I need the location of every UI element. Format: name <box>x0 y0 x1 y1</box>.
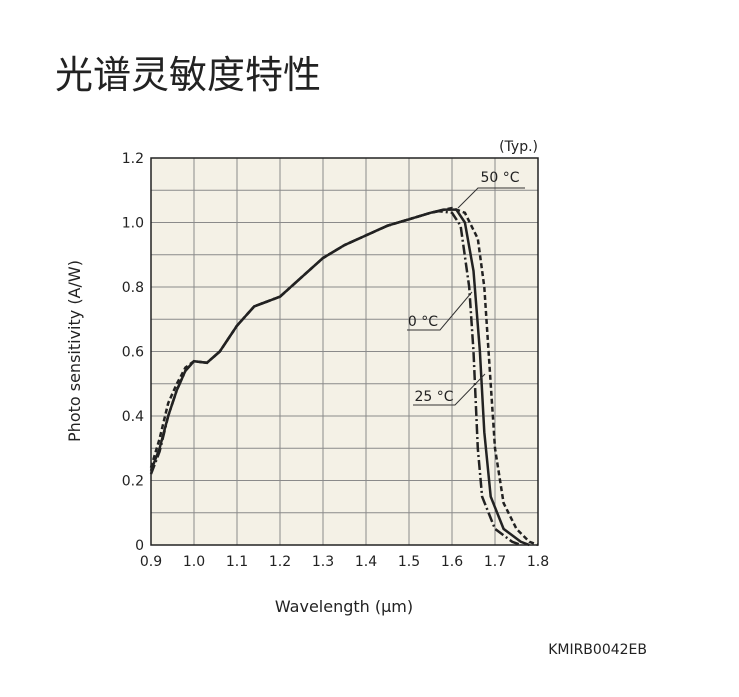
typ-note: (Typ.) <box>499 139 538 155</box>
annotation-leaders <box>407 187 525 406</box>
y-axis-label: Photo sensitivity (A/W) <box>65 260 84 442</box>
annotation-50c: 50 °C <box>480 170 519 186</box>
annotation-0c: 0 °C <box>408 314 438 330</box>
y-tick-label: 1.2 <box>122 151 144 167</box>
x-tick-label: 1.6 <box>441 554 463 570</box>
x-tick-label: 1.7 <box>484 554 506 570</box>
x-tick-label: 1.4 <box>355 554 377 570</box>
x-tick-label: 1.3 <box>312 554 334 570</box>
x-tick-label: 1.5 <box>398 554 420 570</box>
x-tick-label: 0.9 <box>140 554 162 570</box>
leader-0c <box>407 291 473 331</box>
x-axis-label: Wavelength (μm) <box>275 597 413 616</box>
leader-50c <box>457 187 525 209</box>
y-tick-label: 1.0 <box>122 216 144 232</box>
page-title: 光谱灵敏度特性 <box>55 53 321 97</box>
leader-25c <box>413 373 486 406</box>
plot-border <box>150 157 539 546</box>
y-tick-label: 0.4 <box>122 409 144 425</box>
plot-area: 0 0.2 0.4 0.6 0.8 1.0 1.2 0.9 1.0 1.1 1.2 1.3 1.4 1.5… <box>122 151 549 570</box>
y-tick-label: 0.2 <box>122 474 144 490</box>
series-line <box>149 206 539 547</box>
x-tick-label: 1.1 <box>226 554 248 570</box>
y-tick-label: 0 <box>135 538 144 554</box>
x-tick-label: 1.0 <box>183 554 205 570</box>
y-tick-label: 0.6 <box>122 345 144 361</box>
x-tick-label: 1.8 <box>527 554 549 570</box>
doc-code: KMIRB0042EB <box>548 642 647 658</box>
annotation-25c: 25 °C <box>414 389 453 405</box>
x-tick-label: 1.2 <box>269 554 291 570</box>
y-tick-label: 0.8 <box>122 280 144 296</box>
